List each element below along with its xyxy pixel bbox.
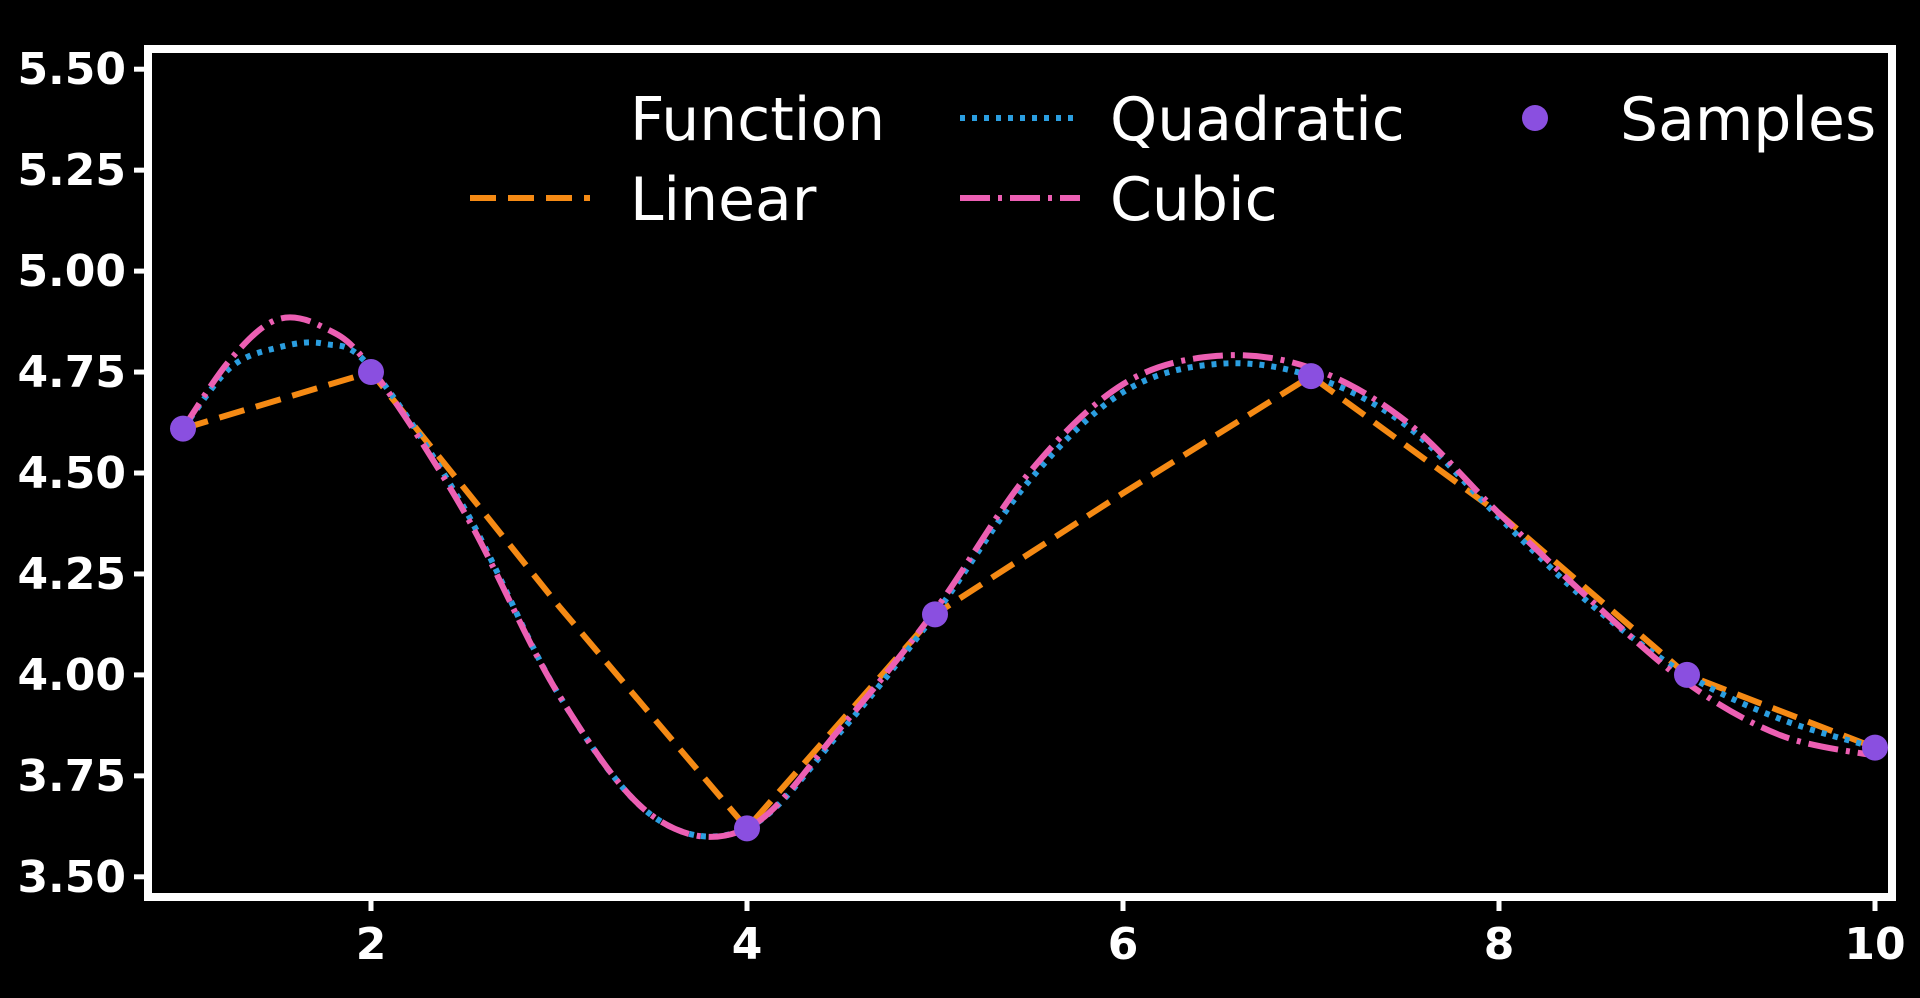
x-tick-label: 2 [356,919,387,970]
series-line-linear [182,369,1877,832]
legend: Function Linear Quadratic Cubic Samples [470,85,1876,235]
x-tick-label: 10 [1844,919,1905,970]
sample-point [922,601,948,628]
y-tick-label: 5.00 [17,246,126,297]
y-tick-label: 4.00 [17,650,126,701]
legend-label-samples: Samples [1620,85,1876,155]
x-tick-label: 8 [1484,919,1515,970]
sample-point [1674,661,1700,688]
legend-label-quadratic: Quadratic [1110,85,1405,155]
sample-point [1862,734,1888,761]
y-tick-label: 4.75 [17,347,126,398]
legend-marker-samples [1522,105,1548,131]
y-tick-label: 5.25 [17,145,126,196]
y-tick-label: 5.50 [17,44,126,95]
y-tick-label: 3.50 [17,852,126,903]
x-tick-label: 6 [1108,919,1139,970]
sample-point [734,815,760,842]
sample-point [170,415,196,442]
y-tick-label: 4.25 [17,549,126,600]
legend-label-cubic: Cubic [1110,165,1278,235]
legend-label-linear: Linear [630,165,817,235]
sample-point [1298,363,1324,390]
legend-label-function: Function [630,85,885,155]
y-tick-label: 4.50 [17,448,126,499]
y-tick-label: 3.75 [17,751,126,802]
axes: 3.50 3.75 4.00 4.25 4.50 4.75 5.00 5.25 5.50 2 4 6 8… [17,44,1905,970]
x-tick-label: 4 [732,919,763,970]
sample-point [358,359,384,386]
plot-area [170,314,1888,844]
